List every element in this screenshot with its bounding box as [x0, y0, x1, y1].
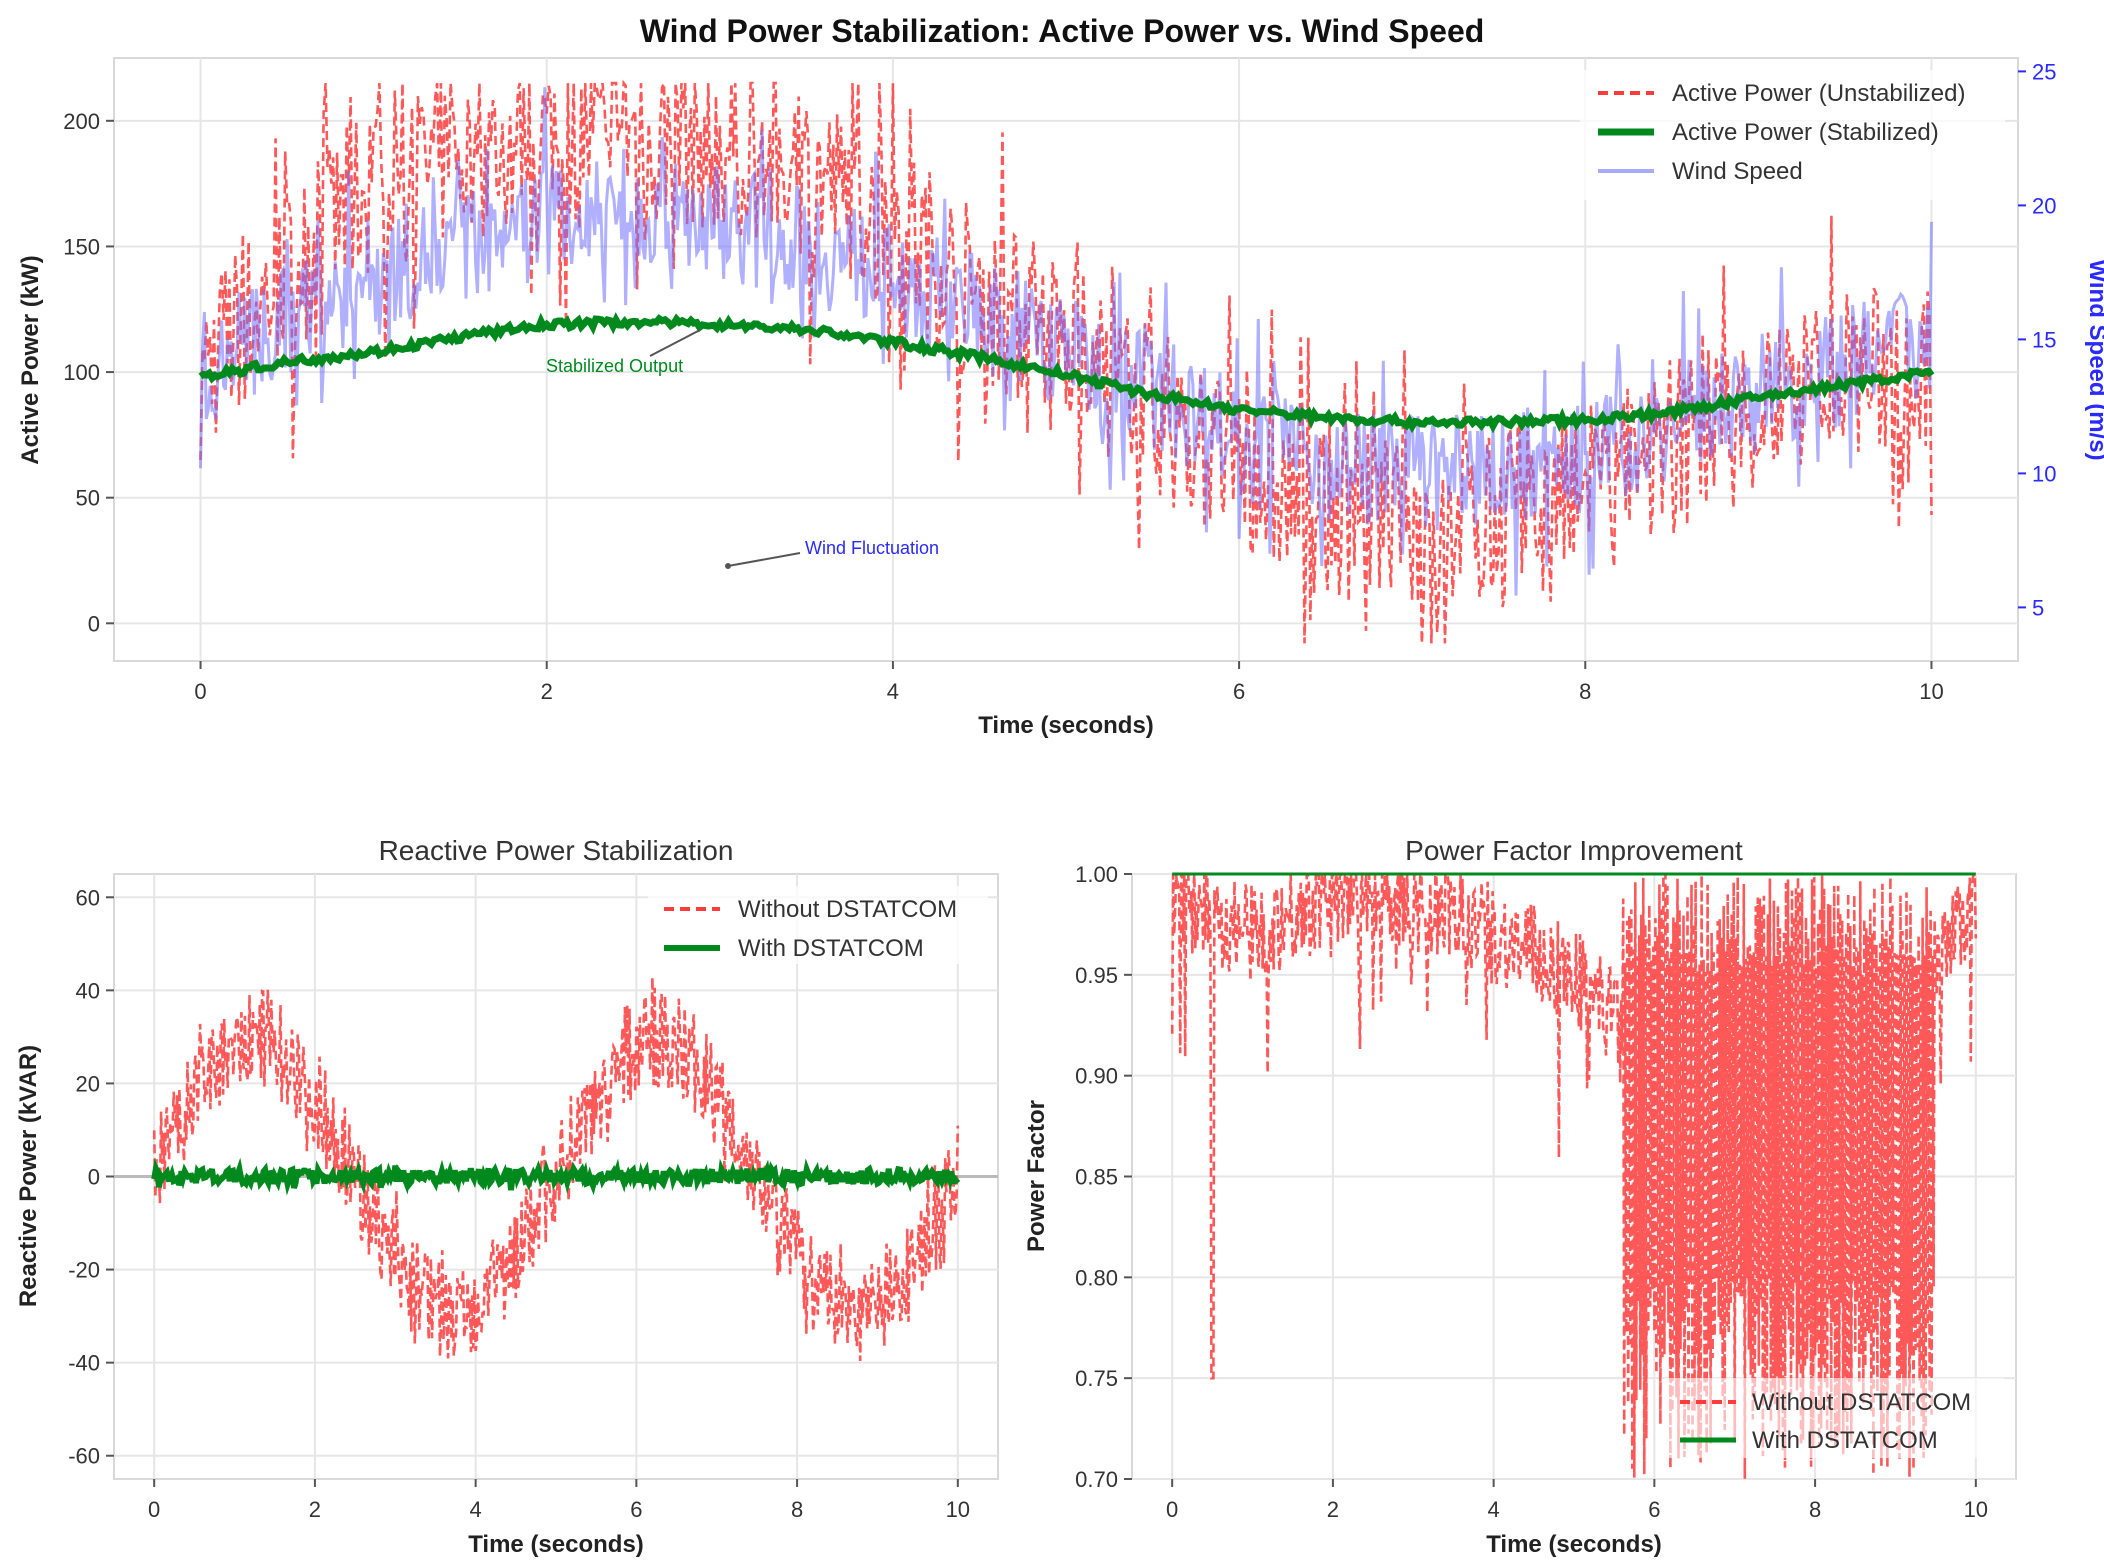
x-tick-label: 6 [630, 1497, 642, 1522]
active-x-axis-label: Time (seconds) [978, 712, 1154, 739]
y2-tick-label: 20 [2032, 193, 2056, 218]
y2-tick-label: 10 [2032, 461, 2056, 486]
x-tick-label: 2 [1327, 1497, 1339, 1522]
legend-label-wind: Wind Speed [1672, 158, 1803, 185]
x-tick-label: 2 [309, 1497, 321, 1522]
active-legend: Active Power (Unstabilized) Active Power… [1580, 70, 2005, 200]
active-y-axis-label: Active Power (kW) [17, 255, 44, 464]
wind-fluctuation-label: Wind Fluctuation [805, 538, 939, 558]
y-tick-label: 0 [88, 1165, 100, 1190]
reactive-x-axis-label: Time (seconds) [468, 1531, 644, 1558]
x-tick-label: 8 [791, 1497, 803, 1522]
legend-label-with: With DSTATCOM [738, 935, 924, 962]
y-tick-label: 0.85 [1075, 1165, 1118, 1190]
x-tick-label: 10 [946, 1497, 970, 1522]
x-tick-label: 8 [1809, 1497, 1821, 1522]
legend-label-stabilized: Active Power (Stabilized) [1672, 119, 1939, 146]
legend-label-without: Without DSTATCOM [738, 896, 957, 923]
legend-label-unstabilized: Active Power (Unstabilized) [1672, 80, 1965, 107]
y-tick-label: 40 [76, 978, 100, 1003]
y-tick-label: -20 [68, 1258, 100, 1283]
x-tick-label: 6 [1233, 679, 1245, 704]
y-tick-label: 0.75 [1075, 1366, 1118, 1391]
x-tick-label: 4 [1488, 1497, 1500, 1522]
series-reactive-with [151, 1157, 961, 1196]
wind-annotation: Wind Fluctuation [725, 538, 939, 569]
y-tick-label: 200 [63, 109, 100, 134]
y-tick-label: 0 [88, 611, 100, 636]
pf-title: Power Factor Improvement [1405, 835, 1743, 866]
reactive-legend: Without DSTATCOM With DSTATCOM [648, 886, 988, 964]
reactive-title: Reactive Power Stabilization [379, 835, 734, 866]
y2-tick-label: 5 [2032, 595, 2044, 620]
y-tick-label: 150 [63, 234, 100, 259]
stabilized-output-label: Stabilized Output [546, 356, 683, 376]
y-tick-label: 1.00 [1075, 862, 1118, 887]
x-tick-label: 6 [1648, 1497, 1660, 1522]
series-reactive-without [152, 976, 960, 1362]
y-tick-label: 100 [63, 360, 100, 385]
x-tick-label: 0 [1166, 1497, 1178, 1522]
pf-y-axis-label: Power Factor [1023, 1100, 1050, 1252]
y-tick-label: 20 [76, 1071, 100, 1096]
y2-tick-label: 15 [2032, 327, 2056, 352]
power-factor-panel: Power Factor Improvement 0.70 0.75 0.80 0.8… [1023, 835, 2017, 1558]
y2-tick-label: 25 [2032, 59, 2056, 84]
y-tick-label: 50 [76, 486, 100, 511]
series-active-stabilized [198, 312, 1935, 434]
y-tick-label: -60 [68, 1444, 100, 1469]
y-tick-label: 0.80 [1075, 1265, 1118, 1290]
pf-legend-label-with: With DSTATCOM [1752, 1427, 1938, 1454]
wind-y-axis-label: Wind Speed (m/s) [2084, 259, 2104, 460]
x-tick-label: 4 [887, 679, 899, 704]
y-tick-label: 0.70 [1075, 1467, 1118, 1492]
x-tick-label: 4 [470, 1497, 482, 1522]
x-tick-label: 8 [1579, 679, 1591, 704]
x-tick-label: 0 [148, 1497, 160, 1522]
pf-legend: Without DSTATCOM With DSTATCOM [1664, 1378, 2004, 1458]
pf-legend-label-without: Without DSTATCOM [1752, 1389, 1971, 1416]
pf-x-axis-label: Time (seconds) [1486, 1531, 1662, 1558]
active-power-panel: Wind Power Stabilization: Active Power v… [17, 13, 2104, 739]
reactive-power-panel: Reactive Power Stabilization -60 -40 -20 0 2… [15, 835, 999, 1558]
x-tick-label: 2 [541, 679, 553, 704]
y-tick-label: 60 [76, 885, 100, 910]
y-tick-label: 0.95 [1075, 963, 1118, 988]
x-tick-label: 10 [1919, 679, 1943, 704]
x-tick-label: 10 [1964, 1497, 1988, 1522]
series-pf-without [1170, 871, 1978, 1479]
stabilized-annotation: Stabilized Output [546, 329, 701, 376]
x-tick-label: 0 [194, 679, 206, 704]
y-tick-label: 0.90 [1075, 1064, 1118, 1089]
reactive-y-axis-label: Reactive Power (kVAR) [15, 1045, 42, 1307]
main-title: Wind Power Stabilization: Active Power v… [640, 13, 1485, 49]
y-tick-label: -40 [68, 1351, 100, 1376]
